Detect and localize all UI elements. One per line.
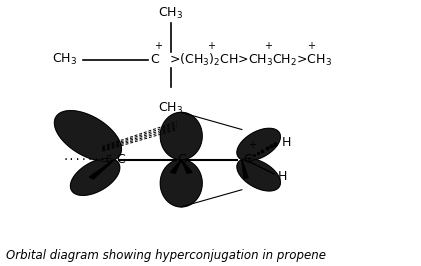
Polygon shape (171, 160, 181, 173)
Text: +: + (307, 41, 315, 51)
Text: C: C (177, 153, 186, 166)
Text: C: C (150, 53, 159, 66)
Text: CH$_3$: CH$_3$ (52, 52, 77, 68)
Text: H: H (277, 170, 287, 183)
Polygon shape (237, 128, 280, 161)
Polygon shape (160, 112, 202, 160)
Polygon shape (237, 159, 280, 191)
Text: >(CH$_3$)$_2$CH>CH$_3$CH$_2$>CH$_3$: >(CH$_3$)$_2$CH>CH$_3$CH$_2$>CH$_3$ (169, 52, 332, 68)
Text: C: C (243, 153, 252, 166)
Text: CH$_3$: CH$_3$ (158, 101, 183, 116)
Polygon shape (54, 111, 121, 161)
Text: C: C (116, 153, 125, 166)
Text: +: + (264, 41, 272, 51)
Text: Orbital diagram showing hyperconjugation in propene: Orbital diagram showing hyperconjugation… (5, 249, 325, 262)
Polygon shape (181, 160, 192, 173)
Text: H: H (282, 136, 291, 149)
Polygon shape (70, 158, 120, 195)
Polygon shape (89, 160, 115, 179)
Text: +: + (154, 41, 162, 51)
Text: ·······C: ·······C (62, 155, 112, 165)
Text: +: + (248, 140, 256, 150)
Text: +: + (207, 41, 215, 51)
Text: CH$_3$: CH$_3$ (158, 5, 183, 20)
Polygon shape (242, 160, 248, 178)
Polygon shape (160, 160, 202, 207)
